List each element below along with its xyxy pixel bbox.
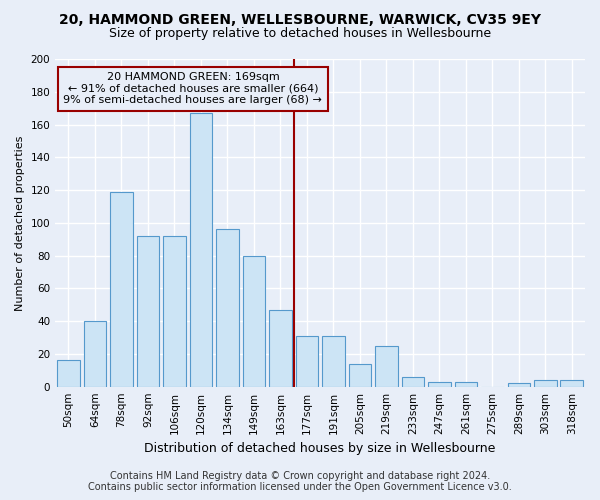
Bar xyxy=(216,230,239,386)
Bar xyxy=(349,364,371,386)
Bar xyxy=(242,256,265,386)
X-axis label: Distribution of detached houses by size in Wellesbourne: Distribution of detached houses by size … xyxy=(145,442,496,455)
Y-axis label: Number of detached properties: Number of detached properties xyxy=(15,135,25,310)
Bar xyxy=(57,360,80,386)
Bar xyxy=(163,236,185,386)
Bar xyxy=(534,380,557,386)
Bar xyxy=(455,382,477,386)
Bar xyxy=(322,336,344,386)
Bar xyxy=(83,321,106,386)
Bar xyxy=(428,382,451,386)
Text: 20 HAMMOND GREEN: 169sqm
← 91% of detached houses are smaller (664)
9% of semi-d: 20 HAMMOND GREEN: 169sqm ← 91% of detach… xyxy=(64,72,322,106)
Text: Size of property relative to detached houses in Wellesbourne: Size of property relative to detached ho… xyxy=(109,28,491,40)
Text: 20, HAMMOND GREEN, WELLESBOURNE, WARWICK, CV35 9EY: 20, HAMMOND GREEN, WELLESBOURNE, WARWICK… xyxy=(59,12,541,26)
Bar xyxy=(110,192,133,386)
Text: Contains HM Land Registry data © Crown copyright and database right 2024.
Contai: Contains HM Land Registry data © Crown c… xyxy=(88,471,512,492)
Bar xyxy=(401,377,424,386)
Bar xyxy=(137,236,159,386)
Bar xyxy=(190,113,212,386)
Bar xyxy=(296,336,318,386)
Bar xyxy=(508,384,530,386)
Bar xyxy=(375,346,398,387)
Bar xyxy=(560,380,583,386)
Bar xyxy=(269,310,292,386)
